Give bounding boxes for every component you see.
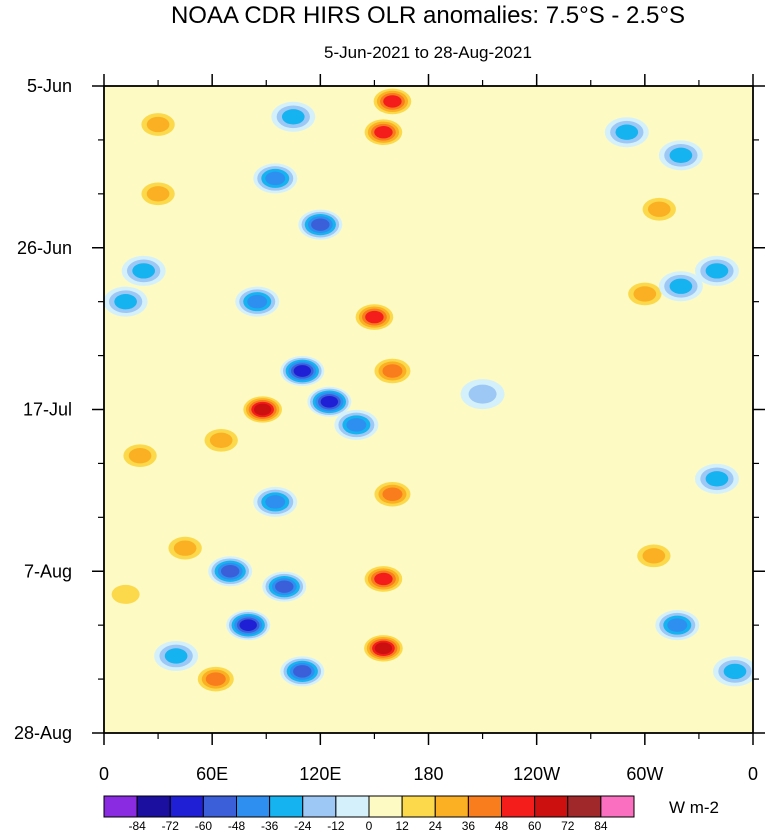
colorbar-label: -12 <box>327 819 345 833</box>
colorbar-swatch <box>467 795 502 818</box>
plot-area <box>103 85 754 734</box>
anomaly-contour <box>239 619 257 632</box>
anomaly-contour <box>293 365 311 377</box>
anomaly-contour <box>128 448 152 464</box>
anomaly-contour <box>705 263 729 279</box>
anomaly-contour <box>114 294 137 310</box>
anomaly-contour <box>293 665 312 678</box>
colorbar-swatch <box>600 795 635 818</box>
colorbar-label: -60 <box>195 819 213 833</box>
colorbar-swatch <box>236 795 271 818</box>
colorbar-swatch <box>401 795 436 818</box>
colorbar-swatch <box>534 795 569 818</box>
y-axis: 5-Jun 26-Jun 17-Jul 7-Aug 28-Aug <box>14 76 765 743</box>
colorbar-label: -72 <box>162 819 180 833</box>
plot-background <box>104 86 753 733</box>
anomaly-contour <box>275 580 294 593</box>
colorbar-swatch <box>501 795 536 818</box>
anomaly-contour <box>633 286 657 302</box>
anomaly-contour <box>667 618 688 632</box>
anomaly-contour <box>209 432 233 448</box>
anomaly-contour <box>164 648 188 664</box>
colorbar-label: 0 <box>366 819 373 833</box>
colorbar-label: 24 <box>429 819 443 833</box>
colorbar-swatch <box>368 795 403 818</box>
anomaly-contour <box>374 572 393 586</box>
anomaly-contour <box>468 384 497 404</box>
anomaly-contour <box>247 294 268 309</box>
x-tick-label: 60E <box>196 764 228 784</box>
x-axis: 0 60E 120E 180 120W 60W 0 <box>99 74 758 784</box>
anomaly-contour <box>220 565 240 578</box>
colorbar-label: -84 <box>128 819 146 833</box>
anomaly-contour <box>705 471 729 487</box>
colorbar-swatch <box>434 795 469 818</box>
anomaly-contour <box>669 147 693 163</box>
colorbar-swatch <box>335 795 370 818</box>
colorbar-label: 48 <box>495 819 509 833</box>
anomaly-contour <box>281 109 305 125</box>
colorbar-swatch <box>169 795 204 818</box>
anomaly-contour <box>383 95 402 108</box>
anomaly-contour <box>205 672 226 686</box>
colorbar: -84 -72 -60 -48 -36 -24 -12 0 12 24 36 48 60 72 84 <box>103 795 635 833</box>
colorbar-swatch <box>202 795 237 818</box>
colorbar-label: -36 <box>261 819 279 833</box>
colorbar-label: 12 <box>395 819 409 833</box>
anomaly-contour <box>146 186 170 202</box>
anomaly-contour <box>374 126 393 139</box>
anomaly-contour <box>615 124 639 140</box>
anomaly-contour <box>723 663 747 680</box>
colorbar-swatch <box>302 795 337 818</box>
y-tick-label: 17-Jul <box>23 400 72 420</box>
colorbar-label: -24 <box>294 819 312 833</box>
chart-subtitle: 5-Jun-2021 to 28-Aug-2021 <box>324 43 532 62</box>
anomaly-contour <box>265 171 286 186</box>
colorbar-label: -48 <box>228 819 246 833</box>
colorbar-label: 84 <box>594 819 608 833</box>
anomaly-contour <box>173 540 197 556</box>
anomaly-contour <box>647 201 671 217</box>
x-tick-label: 60W <box>626 764 663 784</box>
anomaly-contour <box>111 584 140 604</box>
colorbar-units: W m-2 <box>669 798 719 817</box>
anomaly-contour <box>382 364 403 378</box>
colorbar-label: 60 <box>528 819 542 833</box>
anomaly-contour <box>146 116 170 133</box>
y-tick-label: 5-Jun <box>27 76 72 96</box>
y-tick-label: 26-Jun <box>17 238 72 258</box>
anomaly-contour <box>132 263 155 279</box>
colorbar-swatch <box>103 795 138 818</box>
anomaly-contour <box>374 642 393 655</box>
anomaly-contour <box>642 548 666 564</box>
x-tick-label: 0 <box>99 764 109 784</box>
x-tick-label: 120E <box>299 764 341 784</box>
anomaly-contour <box>311 218 330 231</box>
colorbar-swatch <box>567 795 602 818</box>
x-tick-label: 120W <box>513 764 560 784</box>
colorbar-swatch <box>136 795 171 818</box>
anomaly-contour <box>541 517 586 548</box>
anomaly-contour <box>382 487 403 501</box>
anomaly-contour <box>669 278 693 294</box>
y-tick-label: 28-Aug <box>14 723 72 743</box>
colorbar-swatch <box>269 795 304 818</box>
anomaly-contour <box>346 418 367 432</box>
y-tick-label: 7-Aug <box>24 561 72 581</box>
anomaly-contour <box>253 403 272 416</box>
colorbar-label: 72 <box>561 819 575 833</box>
anomaly-contour <box>365 310 384 324</box>
x-tick-label: 0 <box>748 764 758 784</box>
anomaly-contour <box>265 495 286 509</box>
colorbar-label: 36 <box>462 819 476 833</box>
chart-title: NOAA CDR HIRS OLR anomalies: 7.5°S - 2.5… <box>171 2 685 29</box>
x-tick-label: 180 <box>413 764 443 784</box>
anomaly-contour <box>320 395 339 408</box>
